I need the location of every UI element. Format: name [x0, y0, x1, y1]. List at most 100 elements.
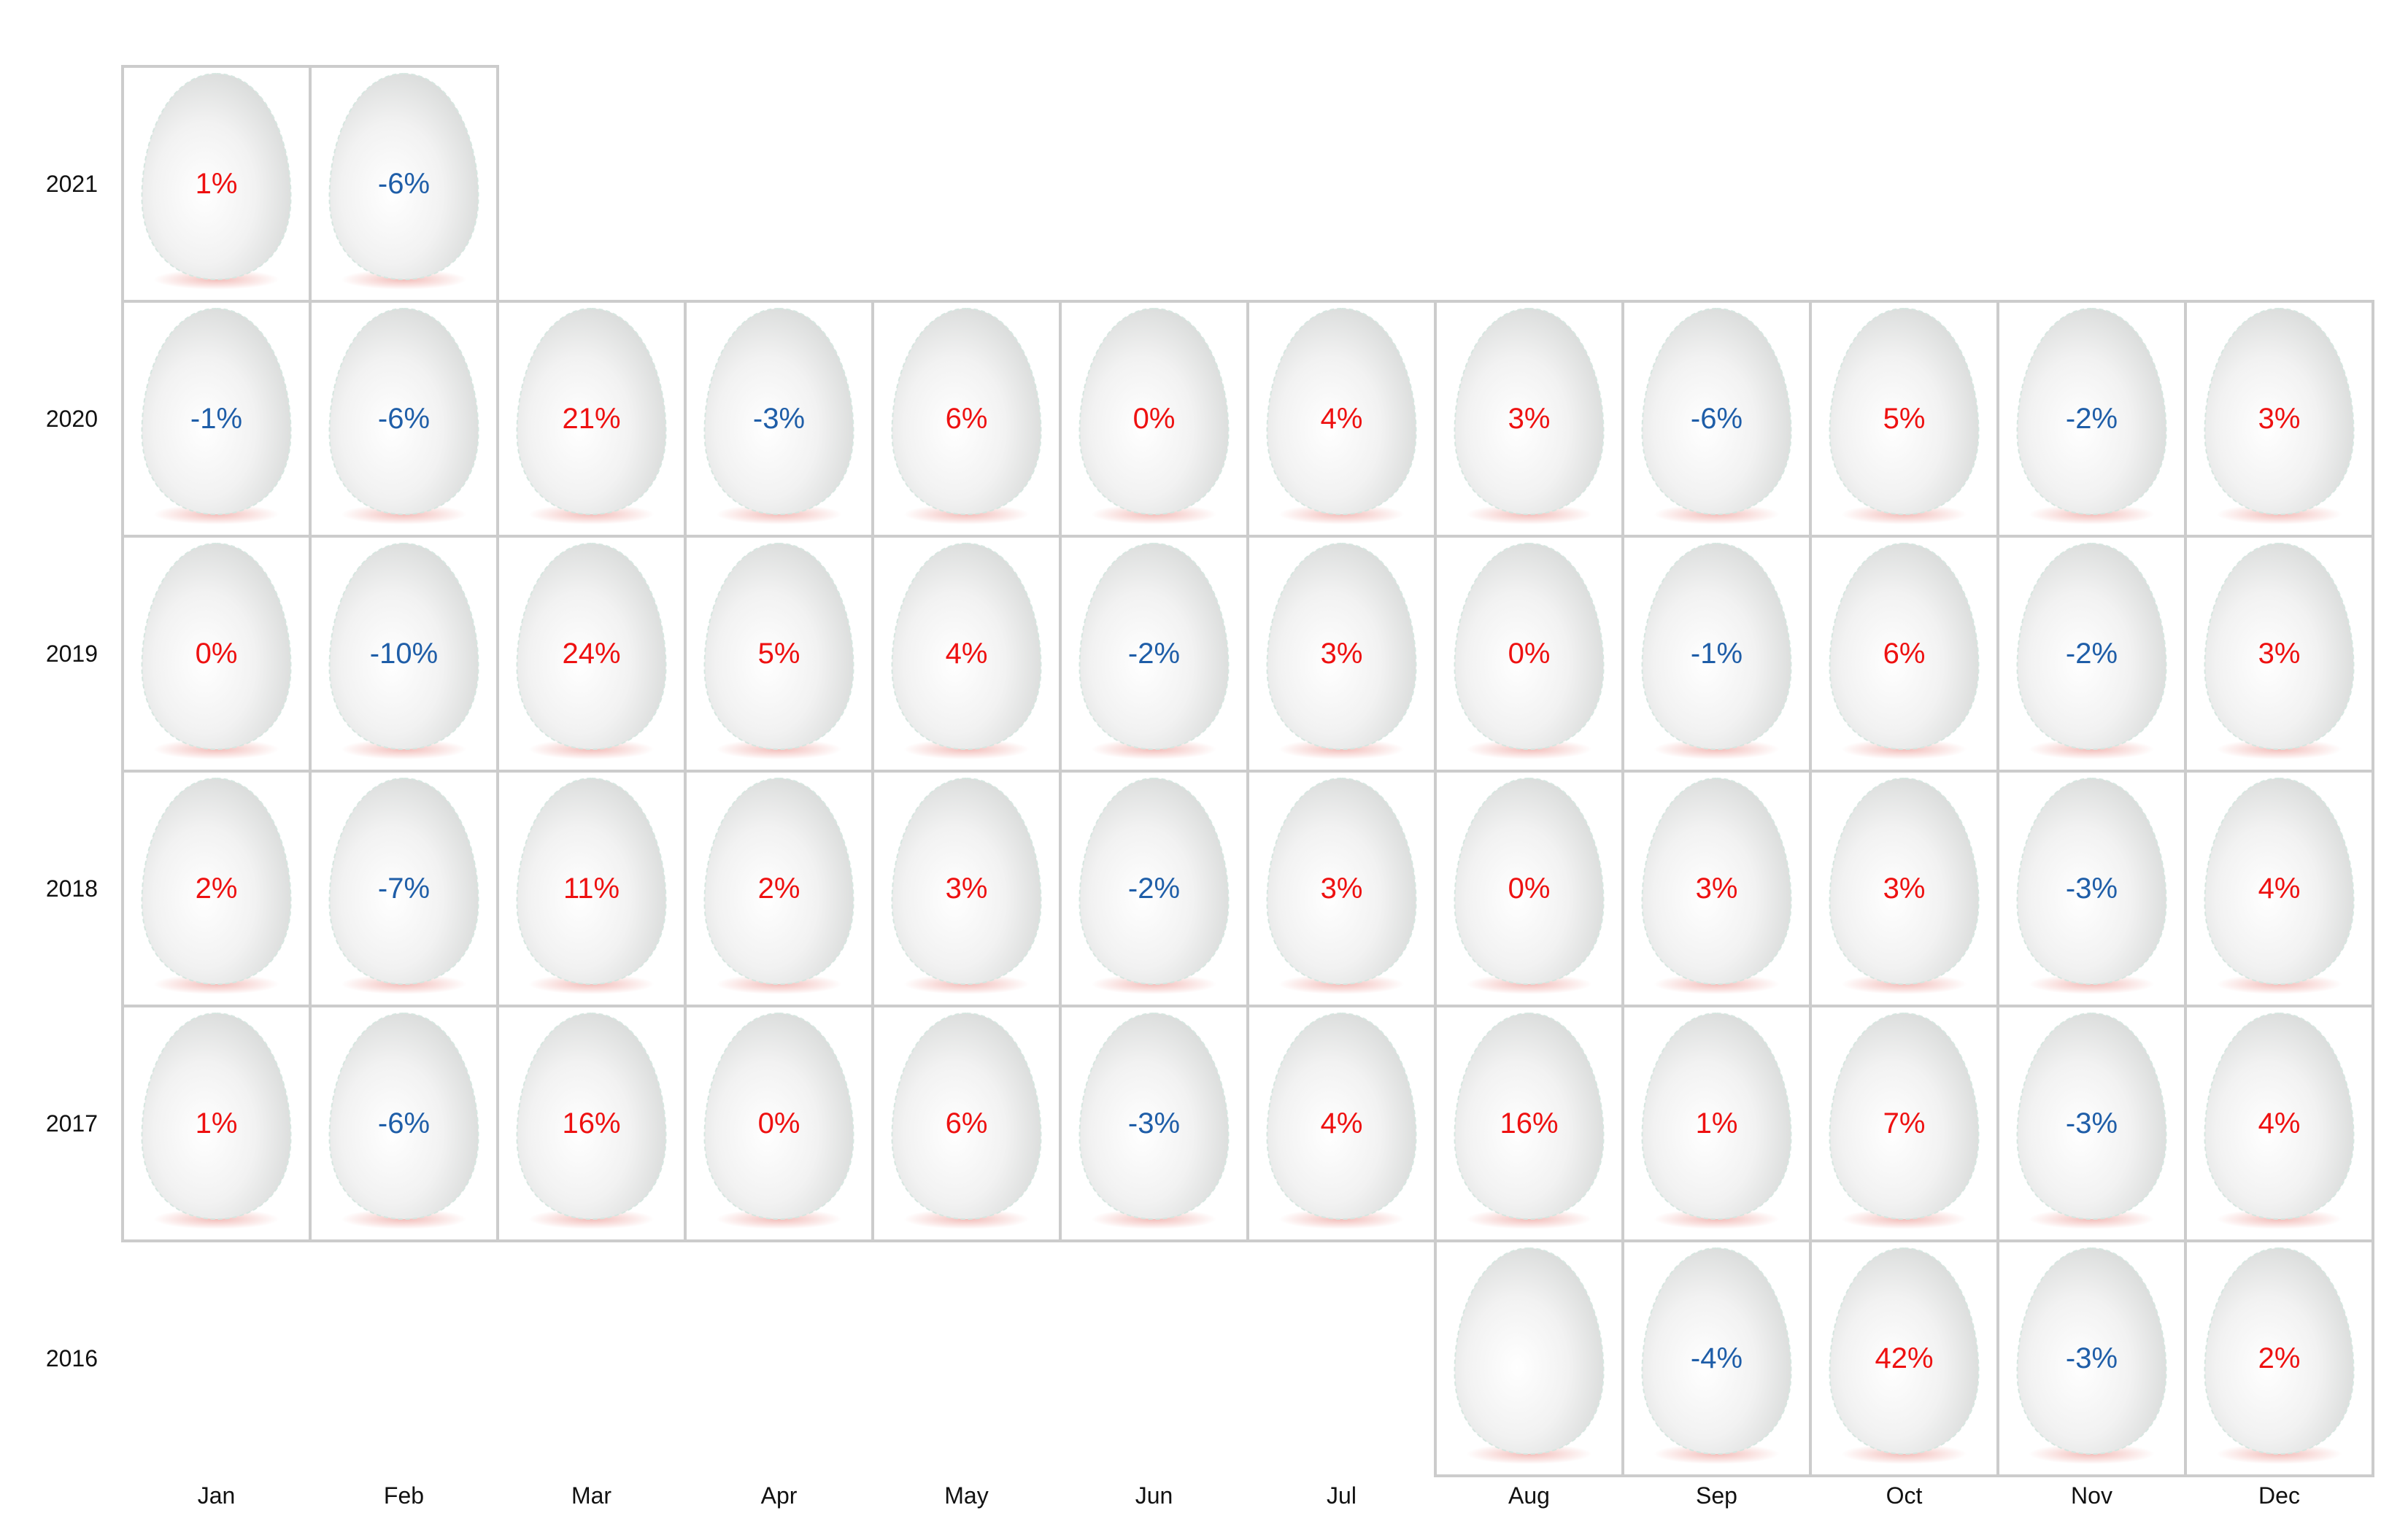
egg-marker [141, 307, 292, 516]
egg-marker [141, 777, 292, 986]
data-label-2019-jun: -2% [1128, 638, 1180, 670]
cell-2017-feb: -6% [309, 1005, 499, 1242]
data-label-2019-oct: 6% [1883, 638, 1926, 670]
cell-2019-jul: 3% [1246, 535, 1437, 773]
egg-marker [1454, 777, 1605, 986]
y-tick-label-2018: 2018 [46, 875, 98, 902]
egg-marker [1266, 777, 1417, 986]
data-label-2019-jul: 3% [1321, 638, 1363, 670]
egg-marker [2016, 777, 2167, 986]
data-label-2018-oct: 3% [1883, 873, 1926, 905]
data-label-2017-feb: -6% [378, 1107, 430, 1140]
egg-marker [1266, 1012, 1417, 1220]
data-label-2016-oct: 42% [1875, 1342, 1933, 1374]
egg-marker [703, 777, 854, 986]
x-tick-label-oct: Oct [1886, 1482, 1923, 1509]
cell-2018-dec: 4% [2184, 770, 2374, 1007]
egg-marker [516, 1012, 667, 1220]
data-label-2020-jun: 0% [1133, 403, 1176, 435]
egg-marker [1454, 1012, 1605, 1220]
data-label-2018-mar: 11% [563, 873, 620, 905]
cell-2016-oct: 42% [1809, 1239, 1999, 1477]
egg-marker [1454, 542, 1605, 751]
cell-2017-jan: 1% [121, 1005, 312, 1242]
data-label-2017-jul: 4% [1321, 1107, 1363, 1140]
cell-2020-aug: 3% [1434, 300, 1624, 538]
egg-marker [516, 777, 667, 986]
cell-2017-may: 6% [871, 1005, 1062, 1242]
egg-marker [1641, 542, 1792, 751]
cell-2019-mar: 24% [496, 535, 687, 773]
cell-2019-oct: 6% [1809, 535, 1999, 773]
data-label-2019-may: 4% [946, 638, 988, 670]
cells-layer: 1% -6% -1% -6% 21% -3% 6% 0% 4% 3% -6% 5% -2% 3% 0% -10… [121, 65, 2374, 1477]
x-tick-label-aug: Aug [1508, 1482, 1550, 1509]
data-label-2021-jan: 1% [196, 168, 238, 200]
egg-marker [2204, 1247, 2355, 1455]
cell-2018-apr: 2% [684, 770, 874, 1007]
x-tick-label-dec: Dec [2258, 1482, 2300, 1509]
data-label-2019-dec: 3% [2258, 638, 2301, 670]
cell-2019-may: 4% [871, 535, 1062, 773]
egg-marker [1829, 542, 1980, 751]
egg-marker [1078, 777, 1230, 986]
data-label-2020-sep: -6% [1691, 403, 1743, 435]
x-tick-label-may: May [944, 1482, 988, 1509]
egg-marker [2204, 542, 2355, 751]
data-label-2018-sep: 3% [1696, 873, 1738, 905]
cell-2018-jul: 3% [1246, 770, 1437, 1007]
cell-2020-jul: 4% [1246, 300, 1437, 538]
egg-marker [1078, 1012, 1230, 1220]
egg-marker [141, 1012, 292, 1220]
egg-marker [891, 307, 1042, 516]
data-label-2019-jan: 0% [196, 638, 238, 670]
data-label-2018-feb: -7% [378, 873, 430, 905]
cell-2018-may: 3% [871, 770, 1062, 1007]
egg-marker [2016, 1012, 2167, 1220]
egg-marker [1454, 1247, 1605, 1455]
egg-marker [2016, 542, 2167, 751]
egg-marker [1454, 307, 1605, 516]
egg-marker [1829, 1012, 1980, 1220]
y-tick-label-2017: 2017 [46, 1110, 98, 1137]
data-label-2017-oct: 7% [1883, 1107, 1926, 1140]
cell-2020-nov: -2% [1996, 300, 2187, 538]
data-label-2018-jan: 2% [196, 873, 238, 905]
cell-2018-jun: -2% [1059, 770, 1249, 1007]
egg-marker [703, 1012, 854, 1220]
cell-2020-feb: -6% [309, 300, 499, 538]
egg-marker [328, 542, 479, 751]
cell-2018-sep: 3% [1621, 770, 1812, 1007]
egg-marker [2016, 307, 2167, 516]
data-label-2020-oct: 5% [1883, 403, 1926, 435]
egg-marker [2016, 1247, 2167, 1455]
data-label-2019-mar: 24% [562, 638, 620, 670]
cell-2020-jan: -1% [121, 300, 312, 538]
y-tick-label-2021: 2021 [46, 171, 98, 197]
data-label-2019-aug: 0% [1508, 638, 1551, 670]
egg-marker [1266, 542, 1417, 751]
data-label-2016-nov: -3% [2066, 1342, 2118, 1374]
egg-marker [141, 542, 292, 751]
cell-2017-sep: 1% [1621, 1005, 1812, 1242]
data-label-2021-feb: -6% [378, 168, 430, 200]
cell-2018-nov: -3% [1996, 770, 2187, 1007]
data-label-2017-jan: 1% [196, 1107, 238, 1140]
data-label-2020-nov: -2% [2066, 403, 2118, 435]
egg-marker [1641, 777, 1792, 986]
cell-2019-aug: 0% [1434, 535, 1624, 773]
egg-marker [141, 72, 292, 281]
egg-marker [703, 307, 854, 516]
data-label-2020-mar: 21% [562, 403, 620, 435]
cell-2019-jun: -2% [1059, 535, 1249, 773]
x-tick-label-feb: Feb [384, 1482, 424, 1509]
data-label-2016-dec: 2% [2258, 1342, 2301, 1374]
y-axis: 2021 2020 2019 2018 2017 2016 [46, 171, 98, 1372]
data-label-2017-mar: 16% [562, 1107, 620, 1140]
egg-marker [703, 542, 854, 751]
data-label-2020-dec: 3% [2258, 403, 2301, 435]
egg-marker [891, 1012, 1042, 1220]
cell-2016-dec: 2% [2184, 1239, 2374, 1477]
cell-2020-sep: -6% [1621, 300, 1812, 538]
